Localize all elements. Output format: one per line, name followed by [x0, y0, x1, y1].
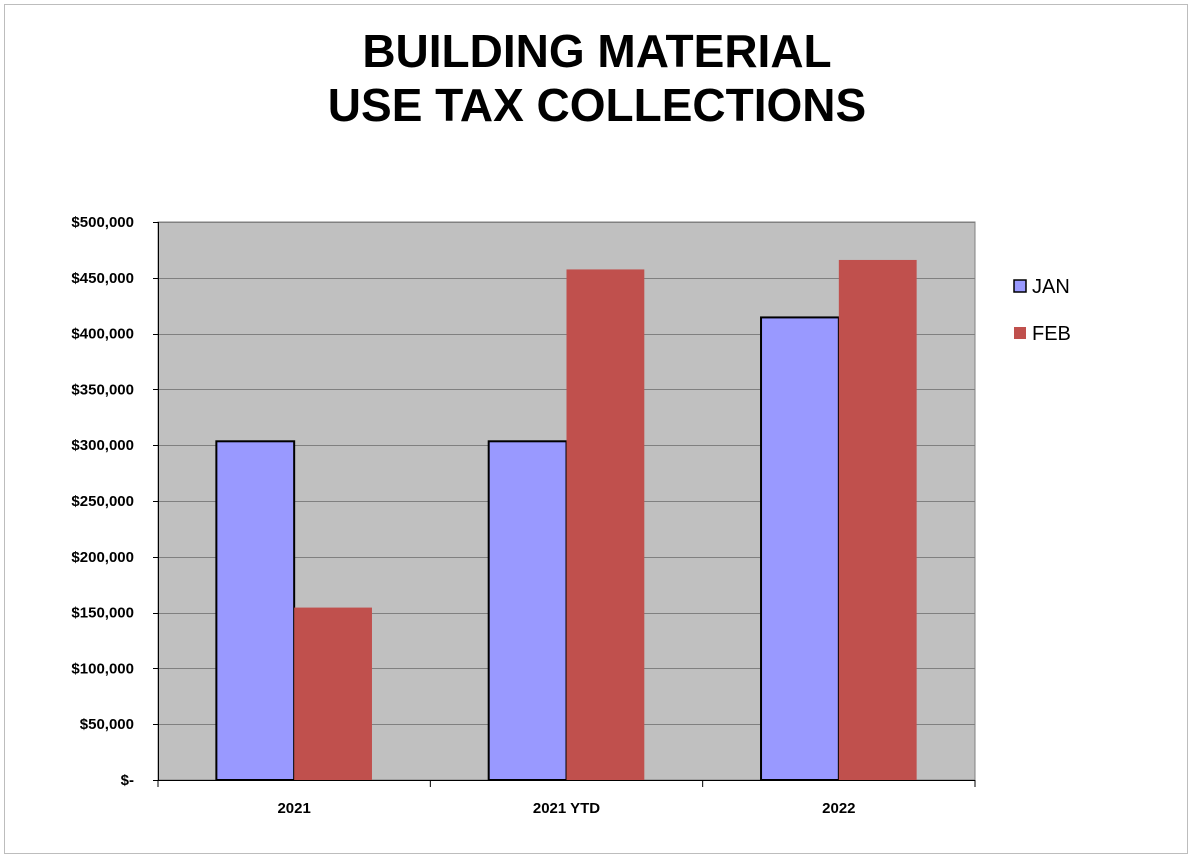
legend-swatch-feb — [1014, 327, 1026, 339]
y-tick-label: $50,000 — [80, 716, 134, 733]
y-tick-label: $200,000 — [71, 549, 134, 566]
chart-title-line-1: BUILDING MATERIAL — [362, 25, 832, 77]
y-tick-label: $500,000 — [71, 214, 134, 231]
y-tick-label: $250,000 — [71, 493, 134, 510]
x-tick-label: 2021 YTD — [533, 800, 600, 817]
y-tick-label: $- — [121, 772, 134, 789]
y-tick-label: $350,000 — [71, 381, 134, 398]
chart-title-line-2: USE TAX COLLECTIONS — [327, 79, 867, 131]
x-tick-label: 2022 — [822, 800, 855, 817]
chart-title: BUILDING MATERIAL USE TAX COLLECTIONS — [0, 24, 1194, 132]
legend-label-jan: JAN — [1032, 276, 1070, 298]
x-tick-label: 2021 — [277, 800, 310, 817]
bar-feb-2022 — [838, 259, 917, 781]
y-tick-label: $150,000 — [71, 605, 134, 622]
bar-feb-2021-ytd — [566, 269, 645, 780]
bar-jan-2022 — [760, 316, 840, 781]
y-tick-label: $400,000 — [71, 326, 134, 343]
bar-jan-2021-ytd — [487, 440, 568, 781]
y-tick-label: $100,000 — [71, 660, 134, 677]
bar-jan-2021 — [215, 440, 296, 781]
legend-label-feb: FEB — [1032, 323, 1071, 345]
bar-feb-2021 — [294, 607, 372, 780]
y-tick-label: $450,000 — [71, 270, 134, 287]
legend-swatch-jan — [1013, 279, 1027, 293]
y-tick-label: $300,000 — [71, 437, 134, 454]
